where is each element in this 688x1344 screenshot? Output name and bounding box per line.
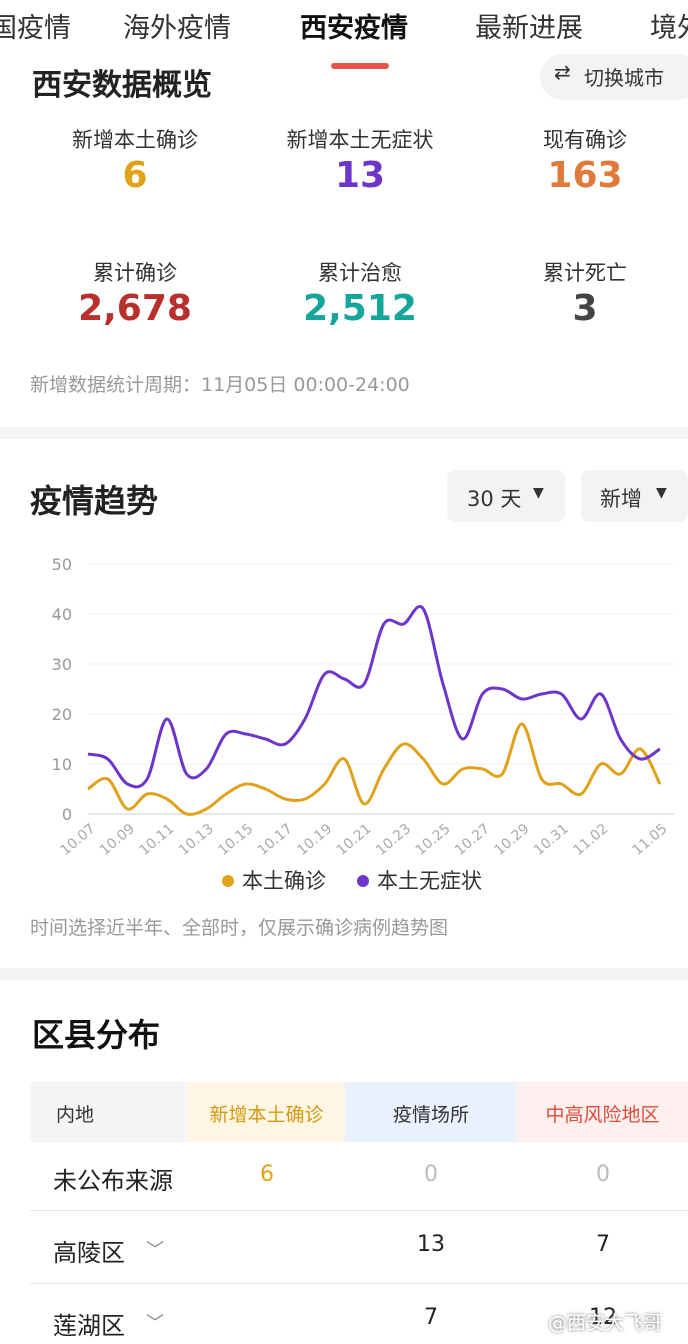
x-tick-label: 10.07 <box>58 821 99 859</box>
active-tab-indicator <box>331 63 389 69</box>
header-new-confirmed: 新增本土确诊 <box>188 1082 345 1142</box>
chevron-down-icon[interactable]: ﹀ <box>146 1240 164 1261</box>
swap-icon: ⇄ <box>554 60 571 84</box>
cell-risk: 12 <box>589 1305 617 1330</box>
range-dropdown[interactable]: 30 天 ▼ <box>447 470 565 522</box>
x-tick-label: 10.23 <box>373 821 414 859</box>
tab-overseas[interactable]: 海外疫情 <box>123 13 231 44</box>
cell-places: 0 <box>424 1162 438 1187</box>
header-risk-areas: 中高风险地区 <box>517 1082 688 1142</box>
legend-label: 本土无症状 <box>377 869 482 893</box>
stat-label-total-confirmed: 累计确诊 <box>93 261 177 285</box>
stat-label-total-deaths: 累计死亡 <box>543 261 627 285</box>
x-tick-label: 10.13 <box>176 821 217 859</box>
cell-new-confirmed: 6 <box>260 1162 274 1187</box>
tab-xian[interactable]: 西安疫情 <box>300 13 408 44</box>
tab-imported[interactable]: 境外 <box>650 13 688 44</box>
y-tick-label: 40 <box>52 605 72 624</box>
area-name: 莲湖区 <box>53 1312 125 1340</box>
caret-down-icon: ▼ <box>656 485 667 501</box>
chevron-down-icon[interactable]: ﹀ <box>146 1313 164 1334</box>
type-dropdown[interactable]: 新增 ▼ <box>581 470 688 522</box>
area-name: 高陵区 <box>53 1239 125 1267</box>
x-tick-label: 10.19 <box>294 821 335 859</box>
top-tab-bar: 国疫情 海外疫情 西安疫情 最新进展 境外 <box>0 0 688 70</box>
row-divider <box>30 1283 688 1284</box>
watermark: @西安大飞哥 <box>548 1312 663 1334</box>
x-tick-label: 10.25 <box>413 821 454 859</box>
header-places: 疫情场所 <box>345 1082 517 1142</box>
cell-risk: 7 <box>596 1232 610 1257</box>
tab-latest[interactable]: 最新进展 <box>475 13 583 44</box>
stat-label-new-asymptomatic: 新增本土无症状 <box>286 128 434 152</box>
stat-label-total-cured: 累计治愈 <box>318 261 402 285</box>
stat-value-total-cured: 2,512 <box>303 288 417 329</box>
district-title: 区县分布 <box>32 1016 161 1054</box>
stat-value-new-confirmed: 6 <box>122 155 148 196</box>
trend-title: 疫情趋势 <box>30 482 159 520</box>
caret-down-icon: ▼ <box>533 485 544 501</box>
range-dropdown-value: 30 天 <box>467 487 522 511</box>
section-divider <box>0 968 688 980</box>
overview-title: 西安数据概览 <box>32 68 212 103</box>
x-tick-label: 10.29 <box>492 821 533 859</box>
stat-label-new-confirmed: 新增本土确诊 <box>72 128 198 152</box>
x-tick-label: 10.27 <box>452 821 493 859</box>
switch-city-label: 切换城市 <box>584 66 664 90</box>
y-tick-label: 0 <box>62 805 72 824</box>
y-tick-label: 10 <box>52 755 72 774</box>
section-divider <box>0 427 688 439</box>
x-tick-label: 10.17 <box>255 821 296 859</box>
stat-value-total-deaths: 3 <box>572 288 598 329</box>
stat-value-current-confirmed: 163 <box>547 155 623 196</box>
switch-city-button[interactable]: ⇄ 切换城市 <box>540 54 688 100</box>
legend-marker <box>222 875 234 887</box>
header-mainland: 内地 <box>30 1082 188 1142</box>
tab-domestic[interactable]: 国疫情 <box>0 13 71 44</box>
cell-places: 7 <box>424 1305 438 1330</box>
y-tick-label: 50 <box>52 555 72 574</box>
y-tick-label: 30 <box>52 655 72 674</box>
series-line-0 <box>87 722 662 816</box>
stat-period-note: 新增数据统计周期：11月05日 00:00-24:00 <box>30 374 410 396</box>
cell-risk: 0 <box>596 1162 610 1187</box>
x-tick-label: 10.11 <box>136 821 177 859</box>
x-tick-label: 10.31 <box>531 821 572 859</box>
stat-label-current-confirmed: 现有确诊 <box>543 128 627 152</box>
y-tick-label: 20 <box>52 705 72 724</box>
area-name: 未公布来源 <box>53 1167 173 1195</box>
trend-note: 时间选择近半年、全部时，仅展示确诊病例趋势图 <box>30 917 449 939</box>
stat-value-total-confirmed: 2,678 <box>78 288 192 329</box>
type-dropdown-value: 新增 <box>600 487 642 511</box>
x-tick-label: 11.05 <box>630 821 671 859</box>
x-tick-label: 10.21 <box>334 821 375 859</box>
stat-value-new-asymptomatic: 13 <box>334 155 386 196</box>
row-divider <box>30 1210 688 1211</box>
x-tick-label: 10.09 <box>97 821 138 859</box>
cell-places: 13 <box>417 1232 445 1257</box>
legend-label: 本土确诊 <box>242 869 326 893</box>
legend-marker <box>357 875 369 887</box>
x-tick-label: 11.02 <box>570 821 611 859</box>
series-line-1 <box>87 605 661 789</box>
x-tick-label: 10.15 <box>215 821 256 859</box>
